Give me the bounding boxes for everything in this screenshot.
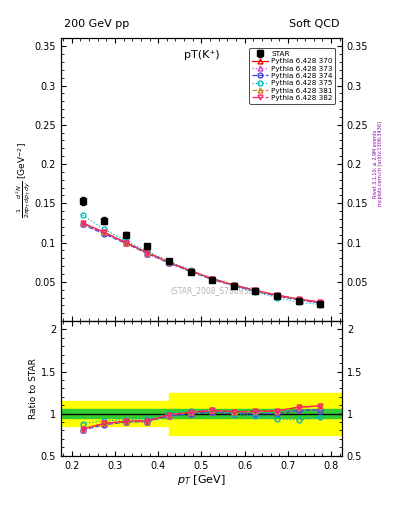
Text: 200 GeV pp: 200 GeV pp bbox=[64, 18, 129, 29]
Y-axis label: Ratio to STAR: Ratio to STAR bbox=[29, 358, 38, 419]
Text: Soft QCD: Soft QCD bbox=[288, 18, 339, 29]
Y-axis label: $\frac{1}{2\pi p_T} \frac{d^2N}{dp_T\,dy}$ [GeV$^{-2}$]: $\frac{1}{2\pi p_T} \frac{d^2N}{dp_T\,dy… bbox=[15, 142, 33, 218]
Text: mcplots.cern.ch [arXiv:1306.3436]: mcplots.cern.ch [arXiv:1306.3436] bbox=[378, 121, 383, 206]
Text: (STAR_2008_S7869363): (STAR_2008_S7869363) bbox=[170, 286, 261, 295]
Bar bbox=[61, 401, 342, 426]
Bar bbox=[61, 410, 342, 418]
Text: pT(K⁺): pT(K⁺) bbox=[184, 50, 219, 60]
Legend: STAR, Pythia 6.428 370, Pythia 6.428 373, Pythia 6.428 374, Pythia 6.428 375, Py: STAR, Pythia 6.428 370, Pythia 6.428 373… bbox=[250, 48, 336, 104]
Text: Rivet 3.1.10; ≥ 2.9M events: Rivet 3.1.10; ≥ 2.9M events bbox=[373, 130, 378, 198]
X-axis label: $p_T$ [GeV]: $p_T$ [GeV] bbox=[177, 473, 226, 487]
